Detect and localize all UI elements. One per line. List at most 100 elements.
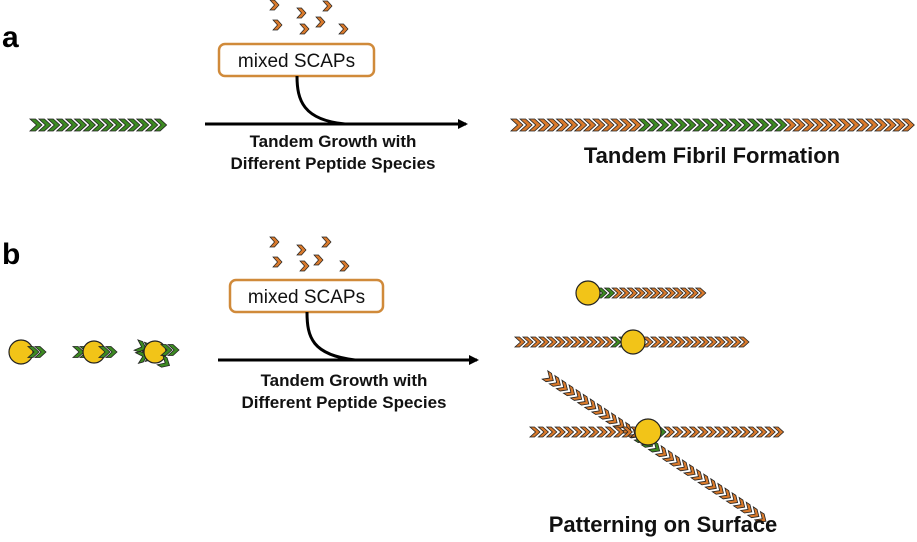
orange-peptide-chevron xyxy=(737,336,750,348)
orange-monomer xyxy=(299,260,310,272)
orange-peptide-chevron xyxy=(564,118,579,132)
orange-peptide-chevron xyxy=(746,505,760,519)
orange-peptide-chevron xyxy=(555,379,569,392)
orange-monomer xyxy=(272,19,283,31)
result-label-a: Tandem Fibril Formation xyxy=(584,143,840,168)
orange-peptide-chevron xyxy=(590,402,604,415)
orange-peptide-chevron xyxy=(656,287,669,299)
orange-peptide-chevron xyxy=(604,412,618,425)
green-peptide-chevron xyxy=(26,346,40,358)
green-peptide-chevron xyxy=(126,118,141,132)
mixed-scaps-label-a: mixed SCAPs xyxy=(238,51,355,72)
orange-peptide-chevron xyxy=(577,336,590,348)
surface-patterns xyxy=(513,280,785,523)
orange-peptide-chevron xyxy=(596,426,608,438)
orange-peptide-chevron xyxy=(664,287,676,299)
orange-monomer xyxy=(296,7,307,19)
orange-peptide-chevron xyxy=(521,336,534,348)
orange-peptide-chevron xyxy=(576,393,590,406)
green-peptide-chevron xyxy=(91,118,105,132)
orange-peptide-chevron xyxy=(546,118,560,132)
orange-peptide-chevron xyxy=(718,487,732,500)
orange-peptide-chevron xyxy=(633,287,646,299)
orange-peptide-chevron xyxy=(801,118,815,132)
orange-peptide-chevron xyxy=(641,336,654,348)
free-monomers-b xyxy=(269,236,350,272)
orange-peptide-chevron xyxy=(892,118,906,132)
fibril xyxy=(541,369,767,523)
orange-peptide-chevron xyxy=(610,118,624,132)
green-peptide-chevron xyxy=(737,118,752,132)
orange-peptide-chevron xyxy=(591,118,606,132)
orange-peptide-chevron xyxy=(513,336,526,348)
panel-b-letter: b xyxy=(2,238,20,271)
orange-monomer xyxy=(321,236,332,248)
green-peptide-chevron xyxy=(46,118,61,132)
orange-peptide-chevron xyxy=(689,336,702,348)
green-peptide-chevron xyxy=(37,118,52,132)
green-peptide-chevron xyxy=(595,287,608,299)
orange-peptide-chevron xyxy=(782,118,797,132)
orange-peptide-chevron xyxy=(597,407,611,420)
orange-peptide-chevron xyxy=(680,426,692,438)
green-peptide-chevron xyxy=(166,344,180,356)
orange-peptide-chevron xyxy=(792,118,806,132)
orange-peptide-chevron xyxy=(657,336,670,348)
orange-peptide-chevron xyxy=(711,482,724,495)
orange-peptide-chevron xyxy=(569,336,582,348)
green-peptide-chevron xyxy=(682,118,697,132)
panel-a-letter: a xyxy=(2,21,19,54)
gold-nanoparticle xyxy=(82,340,106,364)
green-peptide-chevron xyxy=(655,118,670,132)
orange-monomer xyxy=(339,260,350,272)
orange-peptide-chevron xyxy=(529,336,542,348)
orange-monomer xyxy=(313,254,324,266)
orange-peptide-chevron xyxy=(585,336,598,348)
green-peptide-chevron xyxy=(646,118,661,132)
orange-peptide-chevron xyxy=(688,426,701,438)
orange-peptide-chevron xyxy=(722,426,734,438)
green-peptide-chevron xyxy=(755,118,770,132)
orange-peptide-chevron xyxy=(772,426,785,438)
green-peptide-chevron xyxy=(28,118,43,132)
connector-curve-a xyxy=(295,75,346,126)
orange-peptide-chevron xyxy=(671,426,684,438)
orange-peptide-chevron xyxy=(697,473,710,486)
orange-monomer xyxy=(338,23,349,35)
orange-peptide-chevron xyxy=(626,287,638,299)
fibril xyxy=(156,354,171,368)
orange-peptide-chevron xyxy=(562,426,575,438)
green-peptide-chevron xyxy=(746,118,761,132)
orange-peptide-chevron xyxy=(864,118,879,132)
tandem-fibril xyxy=(509,118,915,132)
orange-peptide-chevron xyxy=(621,426,633,438)
orange-peptide-chevron xyxy=(587,426,600,438)
green-peptide-chevron xyxy=(73,118,88,132)
orange-peptide-chevron xyxy=(600,118,615,132)
orange-peptide-chevron xyxy=(732,496,746,509)
fibril xyxy=(97,346,118,358)
seed-fibril-green xyxy=(28,118,168,132)
orange-peptide-chevron xyxy=(618,287,631,299)
result-label-b: Patterning on Surface xyxy=(549,512,778,537)
orange-peptide-chevron xyxy=(519,118,533,132)
green-peptide-chevron xyxy=(664,118,679,132)
orange-peptide-chevron xyxy=(713,426,726,438)
green-peptide-chevron xyxy=(637,118,651,132)
panel-a: a mixed SCAPs Tandem Growth with Differe… xyxy=(2,0,915,173)
nanoparticle-seeds xyxy=(8,339,180,368)
orange-peptide-chevron xyxy=(753,510,767,523)
orange-peptide-chevron xyxy=(528,118,542,132)
gold-nanoparticle xyxy=(634,418,662,446)
orange-peptide-chevron xyxy=(619,118,633,132)
orange-peptide-chevron xyxy=(739,501,753,514)
gold-nanoparticle xyxy=(620,329,646,355)
green-peptide-chevron xyxy=(159,344,173,356)
fibril xyxy=(28,118,168,132)
green-peptide-chevron xyxy=(104,346,118,358)
fibril xyxy=(595,287,707,299)
orange-peptide-chevron xyxy=(687,287,699,299)
green-peptide-chevron xyxy=(673,118,688,132)
orange-peptide-chevron xyxy=(554,426,566,438)
connector-curve-b xyxy=(305,311,356,362)
